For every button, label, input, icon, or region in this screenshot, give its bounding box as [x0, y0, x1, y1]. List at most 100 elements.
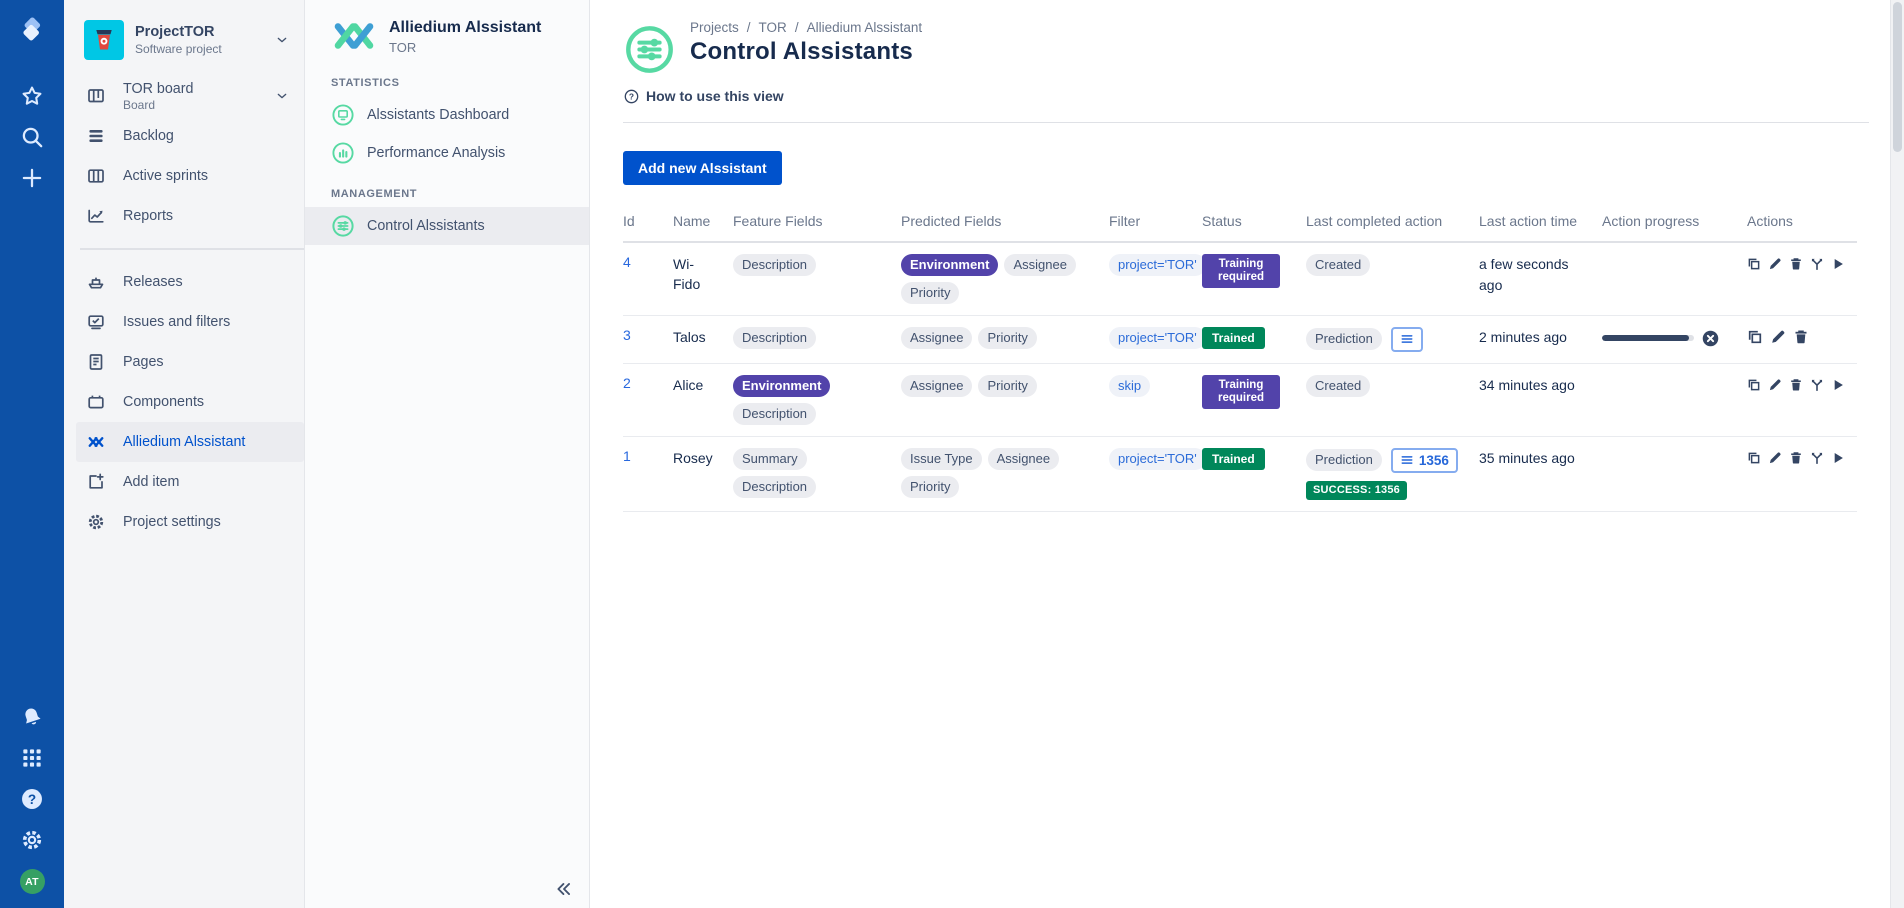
assistant-id-link[interactable]: 4	[623, 254, 631, 270]
cell-feature-fields: Description	[733, 315, 901, 363]
add-new-assistant-button[interactable]: Add new Alssistant	[623, 151, 782, 185]
breadcrumb-link-tor[interactable]: TOR	[759, 20, 787, 35]
row-actions	[1747, 329, 1845, 345]
column-header-filter: Filter	[1109, 203, 1202, 242]
jira-logo-button[interactable]	[18, 16, 46, 44]
cell-action-progress	[1602, 315, 1747, 363]
user-avatar[interactable]: AT	[20, 869, 45, 894]
sidebar-item-components[interactable]: Components	[64, 382, 304, 422]
scrollbar-thumb[interactable]	[1893, 2, 1902, 152]
edit-icon[interactable]	[1768, 256, 1782, 272]
breadcrumb-link-alliedium-alssistant[interactable]: Alliedium Alssistant	[807, 20, 923, 35]
column-header-id: Id	[623, 203, 673, 242]
section-heading-statistics: STATISTICS	[331, 77, 563, 89]
action-results-button[interactable]	[1391, 327, 1423, 352]
status-badge: Trained	[1202, 327, 1265, 349]
status-badge: Training required	[1202, 375, 1280, 409]
help-button[interactable]: ?	[19, 786, 45, 812]
sidebar-item-pages[interactable]: Pages	[64, 342, 304, 382]
sidebar-item-alliedium-alssistant[interactable]: Alliedium Alssistant	[76, 422, 304, 462]
assistant-id-link[interactable]: 3	[623, 327, 631, 343]
search-button[interactable]	[19, 124, 45, 150]
dashboard-icon	[331, 103, 355, 127]
main-content: Projects/TOR/Alliedium Alssistant Contro…	[590, 0, 1904, 908]
cell-status: Trained	[1202, 436, 1306, 511]
sidebar-item-issues-and-filters[interactable]: Issues and filters	[64, 302, 304, 342]
column-header-status: Status	[1202, 203, 1306, 242]
releases-icon	[86, 272, 106, 292]
plugin-item-alssistants-dashboard[interactable]: Alssistants Dashboard	[305, 96, 589, 134]
edit-icon[interactable]	[1768, 450, 1782, 466]
delete-icon[interactable]	[1789, 256, 1803, 272]
cell-last-action-time: a few seconds ago	[1479, 242, 1602, 316]
predicted-field-pill: Assignee	[901, 327, 972, 349]
feature-field-pill: Environment	[733, 375, 830, 397]
svg-text:?: ?	[629, 91, 634, 101]
plugin-item-label: Control Alssistants	[367, 218, 485, 234]
filter-value: project='TOR'	[1109, 254, 1206, 276]
plugin-item-performance-analysis[interactable]: Performance Analysis	[305, 134, 589, 172]
feature-field-list: Description	[733, 327, 889, 349]
cell-action-progress	[1602, 363, 1747, 436]
breadcrumb-separator: /	[747, 20, 751, 35]
predicted-field-pill: Environment	[901, 254, 998, 276]
sidebar-item-tor-board[interactable]: TOR boardBoard	[64, 76, 304, 116]
run-icon[interactable]	[1831, 450, 1845, 466]
chevron-down-icon[interactable]	[274, 32, 290, 48]
edit-icon[interactable]	[1770, 329, 1786, 345]
how-to-use-link[interactable]: ? How to use this view	[624, 88, 784, 104]
plugin-item-control-alssistants[interactable]: Control Alssistants	[305, 207, 589, 245]
question-icon: ?	[624, 89, 639, 104]
cell-actions	[1747, 436, 1857, 511]
run-icon[interactable]	[1831, 256, 1845, 272]
sidebar-item-releases[interactable]: Releases	[64, 262, 304, 302]
cell-name: Alice	[673, 363, 733, 436]
feature-field-list: SummaryDescription	[733, 448, 889, 498]
delete-icon[interactable]	[1789, 377, 1803, 393]
predicted-field-list: EnvironmentAssigneePriority	[901, 254, 1097, 304]
progress-indicator	[1602, 330, 1735, 347]
action-results-button[interactable]: 1356	[1391, 448, 1458, 473]
assistant-id-link[interactable]: 1	[623, 448, 631, 464]
components-icon	[86, 392, 106, 412]
delete-icon[interactable]	[1793, 329, 1809, 345]
vertical-scrollbar[interactable]	[1890, 0, 1904, 908]
project-switcher[interactable]: ProjectTOR Software project	[64, 20, 304, 60]
pages-icon	[86, 352, 106, 372]
sidebar-item-reports[interactable]: Reports	[64, 196, 304, 236]
sidebar-item-add-item[interactable]: Add item	[64, 462, 304, 502]
progress-track	[1602, 335, 1694, 341]
breadcrumb-link-projects[interactable]: Projects	[690, 20, 739, 35]
cell-last-completed-action: Created	[1306, 242, 1479, 316]
branch-icon[interactable]	[1810, 450, 1824, 466]
row-actions	[1747, 256, 1845, 272]
plus-button[interactable]	[19, 165, 45, 191]
row-actions	[1747, 450, 1845, 466]
copy-icon[interactable]	[1747, 329, 1763, 345]
star-button[interactable]	[19, 83, 45, 109]
cancel-action-button[interactable]	[1702, 330, 1719, 347]
assistant-id-link[interactable]: 2	[623, 375, 631, 391]
branch-icon[interactable]	[1810, 256, 1824, 272]
run-icon[interactable]	[1831, 377, 1845, 393]
branch-icon[interactable]	[1810, 377, 1824, 393]
last-action-line: Prediction	[1306, 327, 1467, 352]
gear-button[interactable]	[19, 827, 45, 853]
chevron-down-icon[interactable]	[274, 88, 290, 104]
app-grid-button[interactable]	[19, 745, 45, 771]
bell-button[interactable]	[19, 704, 45, 730]
predicted-field-list: AssigneePriority	[901, 375, 1097, 397]
collapse-sidebar-button[interactable]	[555, 880, 573, 898]
copy-icon[interactable]	[1747, 256, 1761, 272]
control-icon	[331, 214, 355, 238]
sidebar-item-backlog[interactable]: Backlog	[64, 116, 304, 156]
success-badge-wrap: SUCCESS: 1356	[1306, 473, 1467, 500]
sidebar-item-active-sprints[interactable]: Active sprints	[64, 156, 304, 196]
page-header-text: Projects/TOR/Alliedium Alssistant Contro…	[690, 20, 922, 76]
copy-icon[interactable]	[1747, 450, 1761, 466]
copy-icon[interactable]	[1747, 377, 1761, 393]
predicted-field-pill: Priority	[901, 476, 959, 498]
sidebar-item-project-settings[interactable]: Project settings	[64, 502, 304, 542]
edit-icon[interactable]	[1768, 377, 1782, 393]
delete-icon[interactable]	[1789, 450, 1803, 466]
